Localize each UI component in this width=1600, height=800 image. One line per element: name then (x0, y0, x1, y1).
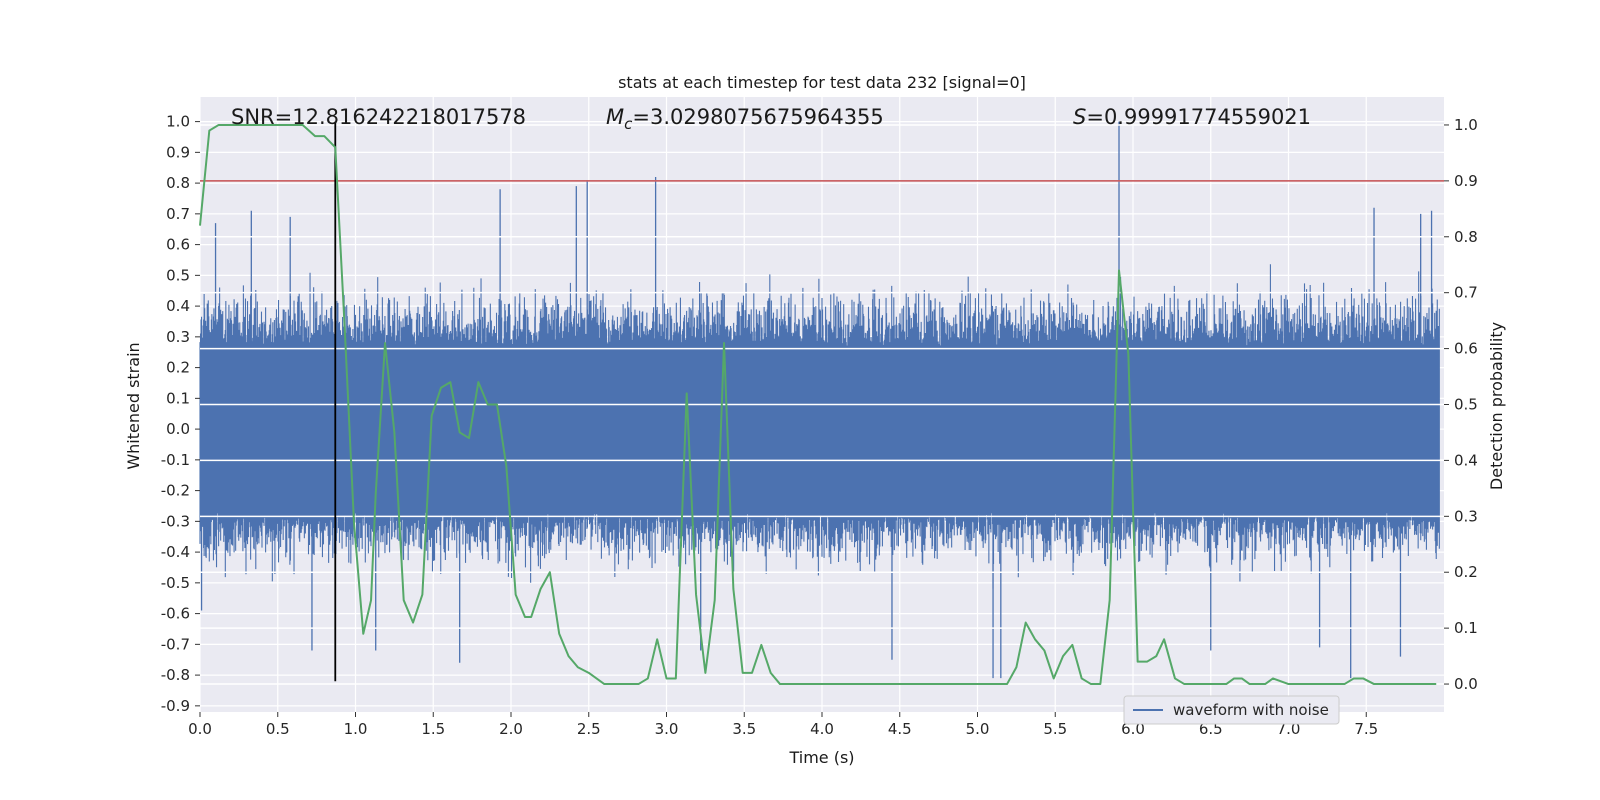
chirp-mass-subscript: c (624, 115, 633, 133)
y-tick-label: -0.5 (161, 574, 190, 592)
y-tick-label: 0.6 (166, 236, 190, 254)
y-tick-label: 0.1 (166, 389, 190, 407)
statistic-symbol: S (1073, 105, 1086, 129)
y-tick-label: -0.9 (161, 697, 190, 715)
right-y-tick-label: 0.5 (1454, 396, 1478, 414)
waveform-with-noise-series (199, 121, 1440, 679)
x-tick-label: 7.5 (1354, 720, 1378, 738)
legend: waveform with noise (1123, 695, 1340, 725)
grid-overlay (200, 124, 1444, 685)
x-axis-ticks: 0.0 0.5 1.0 1.5 2.0 2.5 3.0 3.5 4.0 4.5 5.0 5.5 6.0 6… (188, 712, 1378, 738)
y-tick-label: -0.2 (161, 482, 190, 500)
x-tick-label: 5.0 (966, 720, 990, 738)
y-tick-label: -0.3 (161, 512, 190, 530)
chirp-mass-annotation: Mc=3.0298075675964355 (606, 105, 884, 133)
y-tick-label: 0.0 (166, 420, 190, 438)
chart-title: stats at each timestep for test data 232… (618, 73, 1026, 92)
y-tick-label: 0.2 (166, 359, 190, 377)
right-y-tick-label: 0.7 (1454, 284, 1478, 302)
statistic-annotation: S=0.99991774559021 (1073, 105, 1311, 129)
right-y-tick-label: 0.1 (1454, 619, 1478, 637)
right-y-tick-label: 0.9 (1454, 172, 1478, 190)
y-tick-label: 1.0 (166, 113, 190, 131)
chirp-mass-symbol: M (606, 105, 624, 129)
snr-annotation: SNR=12.816242218017578 (231, 105, 526, 129)
x-tick-label: 2.0 (499, 720, 523, 738)
x-axis-label: Time (s) (788, 748, 854, 767)
right-y-tick-label: 0.0 (1454, 675, 1478, 693)
x-tick-label: 3.5 (732, 720, 756, 738)
right-y-tick-label: 0.2 (1454, 563, 1478, 581)
y-tick-label: -0.7 (161, 635, 190, 653)
right-y-axis-ticks: 1.0 0.9 0.8 0.7 0.6 0.5 0.4 0.3 0.2 0.1 0.0 (1444, 116, 1478, 693)
y-tick-label: 0.8 (166, 174, 190, 192)
x-tick-label: 5.5 (1043, 720, 1067, 738)
y-tick-label: 0.3 (166, 328, 190, 346)
y-axis-label: Whitened strain (124, 342, 143, 469)
y-tick-label: 0.9 (166, 143, 190, 161)
y-axis-ticks: 1.0 0.9 0.8 0.7 0.6 0.5 0.4 0.3 0.2 0.1 0.0 -0.1 -0.… (161, 113, 200, 715)
legend-label: waveform with noise (1173, 701, 1329, 719)
y-tick-label: -0.8 (161, 666, 190, 684)
x-tick-label: 1.5 (421, 720, 445, 738)
y-tick-label: -0.1 (161, 451, 190, 469)
x-tick-label: 4.0 (810, 720, 834, 738)
detection-probability-series (199, 123, 1437, 686)
chirp-mass-value: =3.0298075675964355 (632, 105, 883, 129)
right-y-tick-label: 0.8 (1454, 228, 1478, 246)
x-tick-label: 3.0 (655, 720, 679, 738)
right-y-axis-label: Detection probability (1487, 322, 1506, 490)
right-y-tick-label: 1.0 (1454, 116, 1478, 134)
right-y-tick-label: 0.3 (1454, 507, 1478, 525)
legend-box (1123, 695, 1340, 725)
x-tick-label: 0.0 (188, 720, 212, 738)
right-y-tick-label: 0.6 (1454, 340, 1478, 358)
y-tick-label: 0.7 (166, 205, 190, 223)
y-tick-label: 0.5 (166, 266, 190, 284)
overlay-lines (200, 121, 1444, 682)
right-y-tick-label: 0.4 (1454, 451, 1478, 469)
x-tick-label: 1.0 (344, 720, 368, 738)
x-tick-label: 4.5 (888, 720, 912, 738)
y-tick-label: -0.6 (161, 605, 190, 623)
x-tick-label: 0.5 (266, 720, 290, 738)
waveform-core (200, 346, 1440, 513)
x-tick-label: 2.5 (577, 720, 601, 738)
detection-probability-line (199, 123, 1437, 686)
y-tick-label: -0.4 (161, 543, 190, 561)
y-tick-label: 0.4 (166, 297, 190, 315)
statistic-value: =0.99991774559021 (1086, 105, 1311, 129)
